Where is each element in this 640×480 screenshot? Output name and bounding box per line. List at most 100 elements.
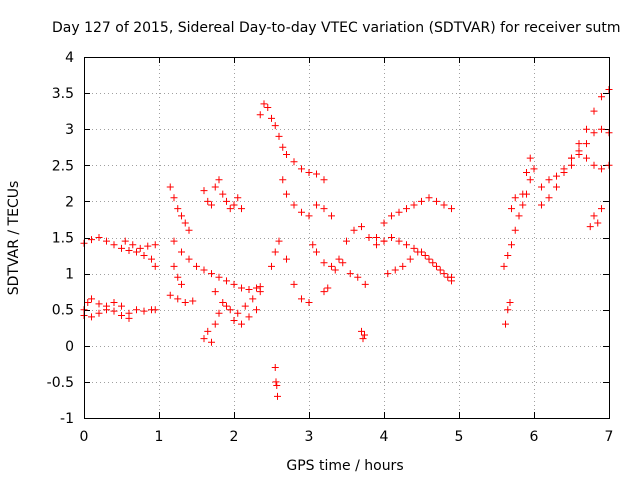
data-point [249, 295, 257, 303]
data-point [103, 237, 110, 245]
data-point [343, 237, 350, 245]
data-point [193, 262, 200, 270]
data-point [271, 248, 279, 256]
data-point [425, 194, 433, 202]
data-point [275, 237, 283, 245]
y-tick-label: 2 [65, 194, 74, 210]
data-point [395, 208, 403, 216]
data-point [526, 176, 534, 184]
data-point [125, 314, 133, 322]
data-point [95, 300, 103, 308]
data-point [84, 298, 92, 306]
data-point [298, 208, 305, 216]
data-point [433, 262, 440, 270]
data-point [290, 201, 298, 209]
series-track-b-down [166, 183, 193, 234]
data-point [140, 252, 148, 260]
y-tick-label: 1 [65, 267, 74, 283]
data-point [223, 277, 230, 285]
data-point [178, 248, 185, 256]
data-point [200, 187, 208, 195]
data-point [170, 262, 178, 270]
data-point [88, 295, 95, 303]
data-point [350, 226, 358, 234]
data-point [238, 284, 245, 292]
y-axis-label: SDTVAR / TECUs [6, 181, 22, 296]
data-point [339, 259, 347, 267]
data-point [538, 183, 545, 191]
data-point [523, 169, 530, 177]
data-point [598, 205, 605, 213]
data-point [174, 295, 182, 303]
data-point [403, 205, 410, 213]
data-point [305, 298, 313, 306]
data-point [125, 246, 133, 254]
data-point [290, 158, 298, 166]
data-point [444, 273, 452, 281]
data-point [388, 212, 395, 220]
data-point [241, 302, 249, 310]
data-point [586, 223, 594, 231]
data-point [305, 169, 313, 177]
data-point [174, 205, 182, 213]
data-point [440, 270, 448, 278]
data-point [264, 104, 272, 112]
data-point [502, 320, 509, 328]
data-point [429, 259, 437, 267]
data-point [391, 266, 399, 274]
data-point [313, 170, 320, 178]
y-tick-label: -0.5 [47, 375, 74, 391]
data-point [178, 212, 185, 220]
data-point [151, 241, 159, 249]
data-point [256, 111, 264, 119]
data-point [511, 194, 519, 202]
data-point [594, 219, 602, 227]
data-point [118, 244, 125, 252]
series-track-f-mid [373, 234, 455, 281]
data-point [373, 241, 380, 249]
data-point [234, 194, 242, 202]
data-point [526, 154, 534, 162]
series-track-d-peak [256, 100, 328, 184]
data-point [208, 270, 215, 278]
data-point [95, 234, 103, 241]
series-track-d-low [268, 237, 313, 306]
data-point [298, 165, 305, 173]
data-point [283, 150, 290, 158]
data-point [384, 270, 392, 278]
data-point [421, 252, 429, 260]
series-track-e-out [358, 327, 368, 343]
y-tick-label: 3 [65, 122, 74, 138]
data-point [530, 165, 538, 173]
data-point [418, 197, 425, 205]
data-point [399, 262, 407, 270]
y-tick-label: 1.5 [52, 231, 74, 247]
series-track-d-descent [279, 176, 335, 220]
data-point [204, 327, 212, 335]
data-point [359, 335, 367, 343]
data-point [144, 242, 152, 250]
data-point [200, 266, 208, 274]
data-point [305, 212, 313, 220]
data-point [410, 244, 418, 252]
data-point [590, 212, 598, 220]
data-point [121, 237, 129, 245]
data-point [358, 223, 365, 231]
data-point [283, 190, 290, 198]
data-point [166, 183, 174, 191]
x-tick-label: 3 [305, 429, 314, 445]
y-tick-label: 4 [65, 50, 74, 66]
data-point [313, 201, 320, 209]
data-point [508, 205, 515, 213]
data-point [575, 150, 583, 158]
data-point [148, 255, 155, 263]
data-point [324, 284, 332, 292]
data-point [361, 280, 369, 288]
data-point [129, 241, 137, 249]
chart-title: Day 127 of 2015, Sidereal Day-to-day VTE… [52, 20, 621, 36]
series-track-c-mid [211, 288, 264, 317]
data-point [436, 266, 444, 274]
data-point [151, 306, 159, 314]
series-track-b-low [166, 291, 197, 306]
